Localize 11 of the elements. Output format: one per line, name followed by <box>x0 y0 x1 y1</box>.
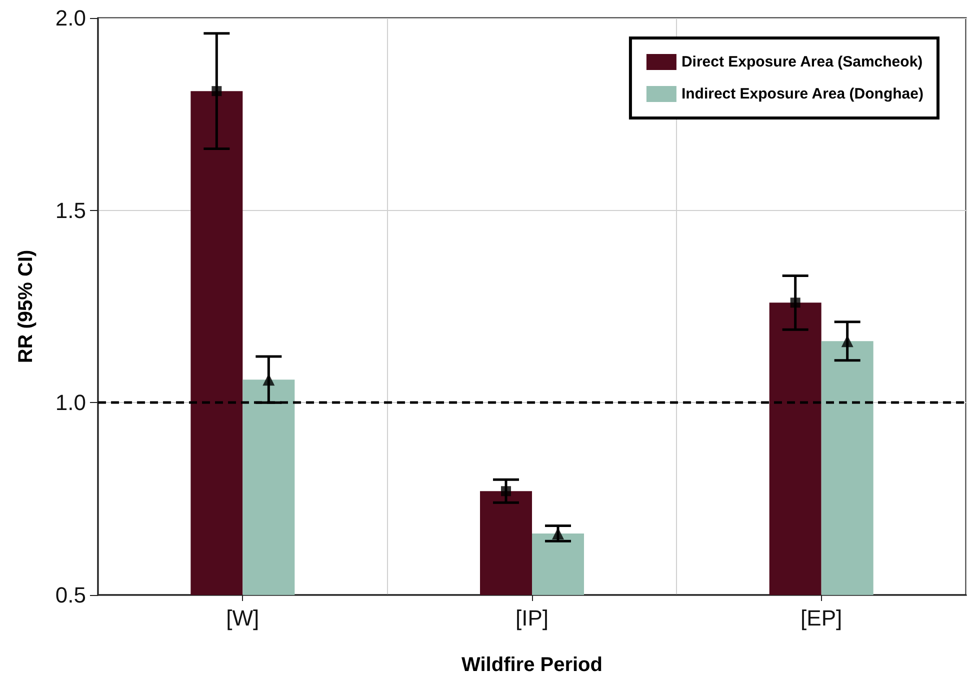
x-tick-label: [EP] <box>800 606 842 630</box>
x-tick-label: [W] <box>226 606 260 630</box>
y-tick-label: 0.5 <box>55 582 86 608</box>
legend-label: Indirect Exposure Area (Donghae) <box>681 86 924 102</box>
legend-label: Direct Exposure Area (Samcheok) <box>681 54 923 70</box>
y-tick-label: 2.0 <box>55 6 86 30</box>
x-tick-label: [IP] <box>515 606 549 630</box>
x-axis-title: Wildfire Period <box>462 654 602 676</box>
y-tick-label: 1.5 <box>55 198 86 223</box>
y-axis-title: RR (95% CI) <box>15 250 37 364</box>
y-tick-label: 1.0 <box>55 390 86 416</box>
